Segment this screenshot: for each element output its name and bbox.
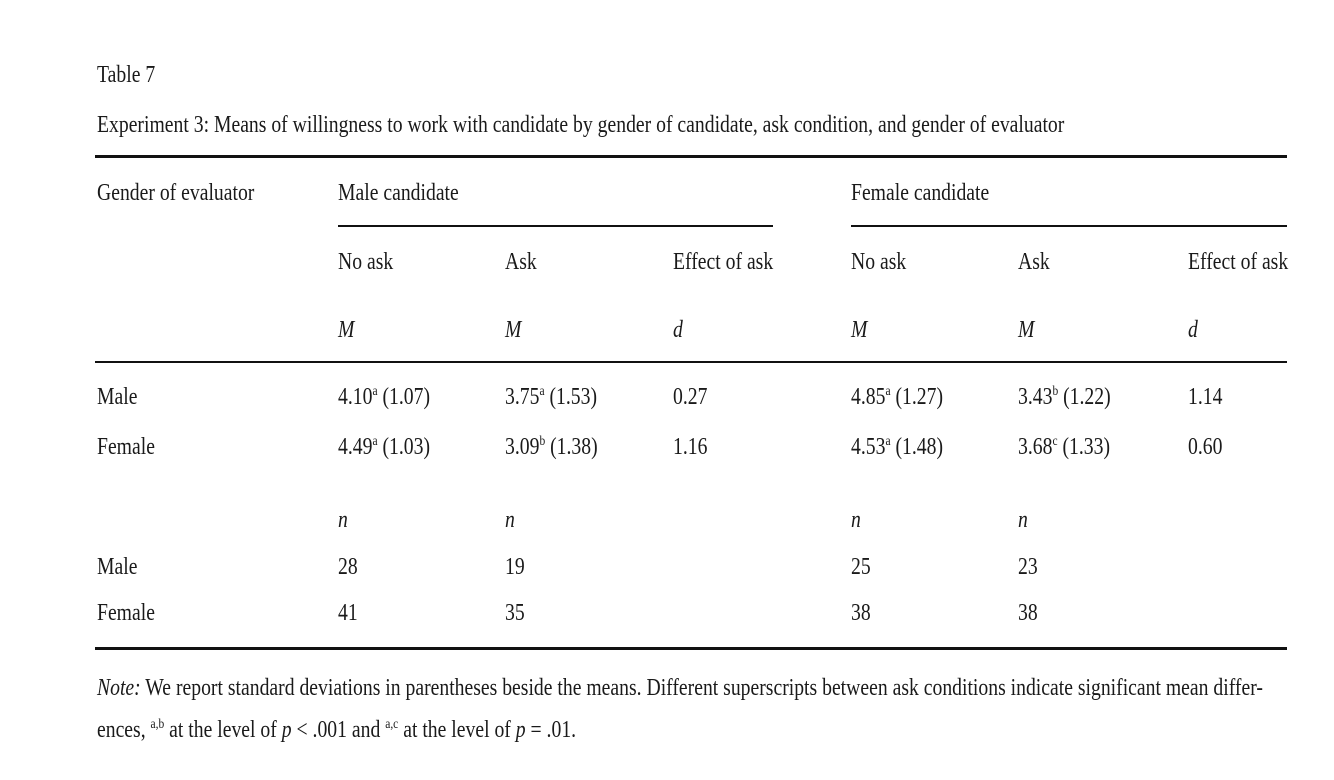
row-label: Male	[97, 384, 138, 410]
cell-value: 23	[1018, 554, 1038, 580]
cell: 3.09b (1.38)	[505, 433, 598, 461]
bottom-rule	[95, 647, 1287, 650]
row-header: Gender of evaluator	[97, 180, 255, 206]
note-text: at the level of	[398, 717, 516, 743]
cell-value: 35	[505, 600, 525, 626]
column-header: Effect of ask	[1188, 249, 1289, 275]
sd: (1.33)	[1062, 434, 1111, 460]
stat-symbol: M	[1018, 317, 1035, 343]
group-rule	[338, 225, 773, 227]
cell-value: 25	[851, 554, 871, 580]
column-header: Ask	[1018, 249, 1050, 275]
cell: 4.49a (1.03)	[338, 433, 430, 461]
column-header: Effect of ask	[673, 249, 774, 275]
note-italic: p	[281, 717, 292, 743]
cell-value: 38	[851, 600, 871, 626]
stat-symbol: M	[505, 317, 522, 343]
superscript: a	[539, 384, 545, 399]
row-label: Female	[97, 434, 155, 460]
note-text: = .01.	[525, 717, 577, 743]
cell-value: 19	[505, 554, 525, 580]
note-text: ences,	[97, 717, 151, 743]
sd: (1.53)	[549, 384, 598, 410]
sd: (1.48)	[895, 434, 944, 460]
superscript: a	[885, 384, 891, 399]
column-header: No ask	[851, 249, 907, 275]
sd: (1.07)	[382, 384, 431, 410]
top-rule	[95, 155, 1287, 158]
n-symbol: n	[505, 507, 515, 533]
n-symbol: n	[851, 507, 861, 533]
group-rule	[851, 225, 1287, 227]
cell: 4.85a (1.27)	[851, 383, 943, 411]
superscript: a	[372, 384, 378, 399]
superscript: a	[885, 434, 891, 449]
superscript: a,c	[385, 717, 399, 732]
sd: (1.22)	[1063, 384, 1111, 410]
superscript: a,b	[150, 717, 165, 732]
mean: 3.75	[505, 384, 540, 410]
stat-symbol: M	[338, 317, 355, 343]
stat-symbol: M	[851, 317, 868, 343]
mean: 4.10	[338, 384, 373, 410]
sd: (1.27)	[895, 384, 944, 410]
note-line: ences, a,b at the level of p < .001 and …	[97, 716, 576, 744]
cell: 3.75a (1.53)	[505, 383, 597, 411]
mean: 4.53	[851, 434, 886, 460]
row-label: Female	[97, 600, 155, 626]
group-header: Male candidate	[338, 180, 459, 206]
note-text: We report standard deviations in parenth…	[145, 675, 1263, 701]
sd: (1.03)	[382, 434, 431, 460]
column-header: No ask	[338, 249, 394, 275]
n-symbol: n	[338, 507, 348, 533]
superscript: c	[1052, 434, 1058, 449]
mean: 3.68	[1018, 434, 1053, 460]
row-label: Male	[97, 554, 138, 580]
note-italic: p	[515, 717, 526, 743]
superscript: a	[372, 434, 378, 449]
note-text: < .001 and	[291, 717, 386, 743]
column-header: Ask	[505, 249, 537, 275]
cell-value: 41	[338, 600, 358, 626]
mean: 4.49	[338, 434, 373, 460]
header-rule	[95, 361, 1287, 363]
n-symbol: n	[1018, 507, 1028, 533]
note-line: Note: We report standard deviations in p…	[97, 674, 1263, 702]
sd: (1.38)	[550, 434, 598, 460]
group-header: Female candidate	[851, 180, 990, 206]
cell: 3.43b (1.22)	[1018, 383, 1111, 411]
stat-symbol: d	[673, 317, 683, 343]
cell: 4.10a (1.07)	[338, 383, 430, 411]
cell-value: 0.27	[673, 384, 708, 410]
note-text: at the level of	[164, 717, 282, 743]
cell-value: 0.60	[1188, 434, 1223, 460]
mean: 4.85	[851, 384, 886, 410]
cell-value: 38	[1018, 600, 1038, 626]
cell: 3.68c (1.33)	[1018, 433, 1110, 461]
superscript: b	[1052, 384, 1059, 399]
stat-symbol: d	[1188, 317, 1198, 343]
superscript: b	[539, 434, 546, 449]
cell: 4.53a (1.48)	[851, 433, 943, 461]
note-label: Note:	[97, 675, 141, 701]
table-title: Table 7	[97, 62, 156, 88]
cell-value: 1.16	[673, 434, 708, 460]
cell-value: 28	[338, 554, 358, 580]
table-caption: Experiment 3: Means of willingness to wo…	[97, 112, 1065, 138]
mean: 3.09	[505, 434, 540, 460]
mean: 3.43	[1018, 384, 1053, 410]
cell-value: 1.14	[1188, 384, 1223, 410]
